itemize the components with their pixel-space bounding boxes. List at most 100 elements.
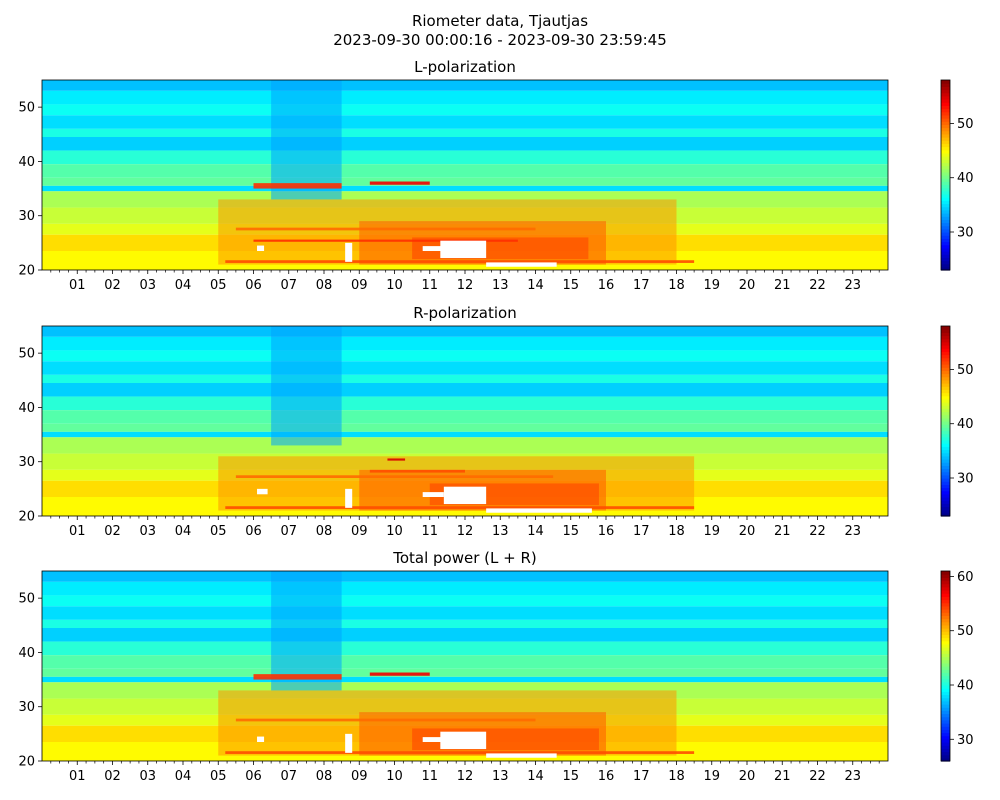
colorbar-segment (941, 152, 950, 157)
colorbar-segment (941, 165, 950, 170)
heatmap-row (42, 423, 888, 432)
colorbar-segment (941, 430, 950, 435)
heatmap-row (42, 396, 888, 411)
x-tick-label: 16 (598, 769, 615, 784)
colorbar: 30 40 50 (940, 325, 974, 517)
colorbar-segment (941, 484, 950, 489)
colorbar-segment (941, 624, 950, 629)
heatmap-row (42, 668, 888, 677)
heatmap-row (42, 431, 888, 438)
heatmap-cells (42, 326, 888, 516)
colorbar-segment (941, 257, 950, 262)
colorbar: 30 40 50 (940, 79, 974, 271)
colorbar-segment (941, 675, 950, 680)
heatmap-row (42, 336, 888, 351)
y-tick-label: 20 (18, 510, 35, 525)
heatmap-gap (422, 492, 444, 497)
x-tick-label: 13 (492, 769, 509, 784)
colorbar-tick-label: 30 (957, 472, 974, 487)
colorbar-segment (941, 716, 950, 721)
colorbar-segment (941, 124, 950, 129)
colorbar-segment (941, 89, 950, 94)
x-tick-label: 06 (245, 278, 262, 293)
colorbar-segment (941, 386, 950, 390)
heatmap-streak (225, 260, 695, 263)
colorbar-segment (941, 577, 950, 582)
x-tick-label: 17 (633, 278, 650, 293)
colorbar-segment (941, 500, 950, 504)
colorbar-segment (941, 512, 950, 517)
colorbar-segment (941, 219, 950, 224)
heatmap-row (42, 619, 888, 628)
x-tick-label: 20 (739, 278, 756, 293)
colorbar-segment (941, 417, 950, 422)
colorbar-segment (941, 127, 950, 132)
y-tick-label: 50 (18, 347, 35, 362)
heatmap-gap (345, 242, 353, 262)
colorbar-segment (941, 666, 950, 670)
heatmap-band (271, 571, 342, 691)
colorbar-segment (941, 332, 950, 337)
y-tick-label: 40 (18, 155, 35, 170)
colorbar-segment (941, 389, 950, 394)
colorbar-segment (941, 209, 950, 214)
colorbar-segment (941, 650, 950, 654)
colorbar-segment (941, 130, 950, 135)
heatmap-gap (440, 731, 487, 750)
colorbar-segment (941, 745, 950, 749)
colorbar-segment (941, 656, 950, 661)
colorbar-segment (941, 216, 950, 220)
colorbar-segment (941, 187, 950, 192)
colorbar-segment (941, 691, 950, 696)
colorbar-segment (941, 621, 950, 626)
heatmap-row (42, 606, 888, 620)
colorbar-segment (941, 465, 950, 470)
colorbar-segment (941, 395, 950, 400)
heatmap-gap (257, 488, 268, 495)
x-tick-label: 09 (351, 524, 368, 539)
x-tick-label: 03 (139, 769, 156, 784)
colorbar-segment (941, 178, 950, 182)
x-tick-label: 13 (492, 278, 509, 293)
colorbar-segment (941, 468, 950, 473)
x-tick-label: 08 (316, 278, 333, 293)
colorbar-segment (941, 571, 950, 575)
colorbar-segment (941, 121, 950, 125)
heatmap-row (42, 326, 888, 337)
x-tick-label: 07 (280, 524, 297, 539)
colorbar-segment (941, 247, 950, 252)
x-tick-label: 13 (492, 524, 509, 539)
panel-3: Total power (L + R) 01 02 03 04 05 06 07 08 09 10 1… (18, 549, 973, 784)
colorbar-tick-label: 40 (957, 417, 974, 432)
heatmap-row (42, 628, 888, 642)
colorbar-segment (941, 634, 950, 639)
colorbar-segment (941, 326, 950, 330)
colorbar-segment (941, 643, 950, 648)
colorbar-segment (941, 398, 950, 403)
colorbar-segment (941, 481, 950, 485)
colorbar-segment (941, 149, 950, 154)
colorbar-segment (941, 373, 950, 378)
heatmap-row (42, 676, 888, 683)
colorbar-segment (941, 436, 950, 441)
y-tick-label: 20 (18, 264, 35, 279)
colorbar-segment (941, 140, 950, 144)
colorbar-segment (941, 159, 950, 163)
heatmap-row (42, 90, 888, 105)
x-tick-label: 14 (527, 769, 544, 784)
colorbar-segment (941, 694, 950, 699)
colorbar-segment (941, 133, 950, 138)
colorbar-segment (941, 628, 950, 632)
colorbar-segment (941, 647, 950, 651)
x-tick-label: 11 (421, 769, 438, 784)
colorbar-segment (941, 168, 950, 173)
colorbar-segment (941, 586, 950, 591)
colorbar-segment (941, 213, 950, 217)
colorbar-segment (941, 341, 950, 346)
colorbar-segment (941, 754, 950, 759)
x-tick-label: 04 (175, 278, 192, 293)
colorbar-segment (941, 433, 950, 438)
colorbar-segment (941, 86, 950, 91)
colorbar-segment (941, 92, 950, 97)
